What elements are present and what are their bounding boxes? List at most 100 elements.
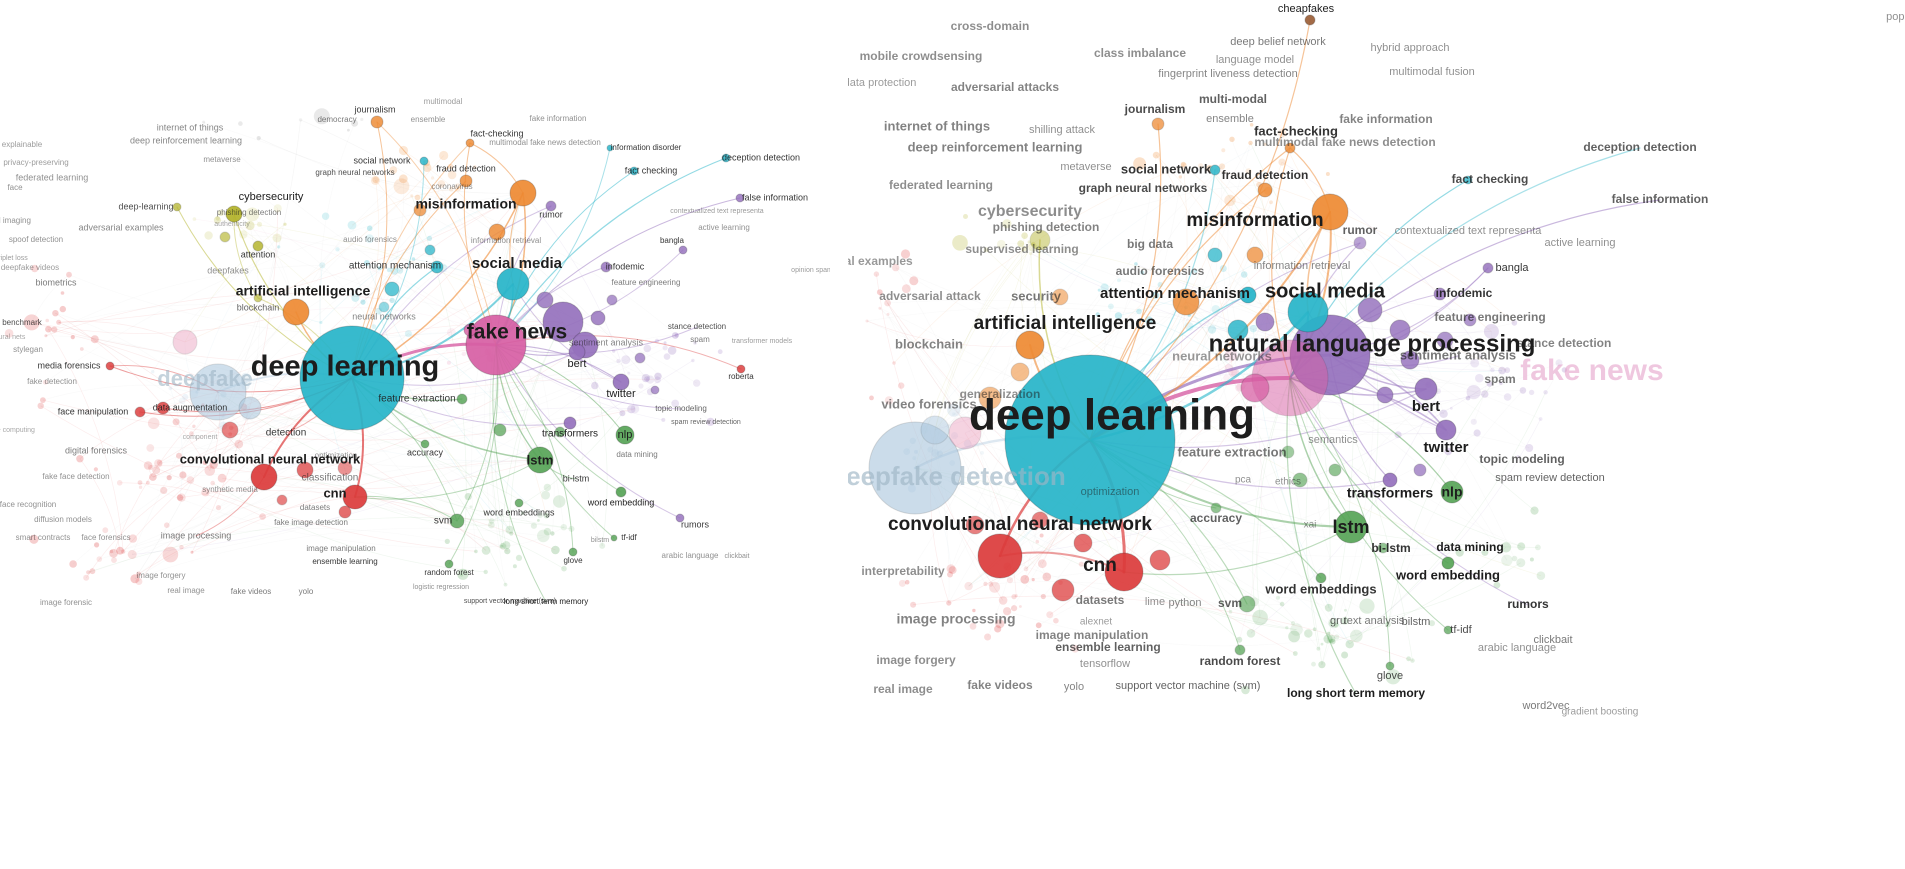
node-dot[interactable]	[493, 423, 507, 437]
node-random-forest[interactable]	[1234, 644, 1246, 656]
node-dot[interactable]	[920, 415, 950, 445]
node-social-network[interactable]	[419, 156, 429, 166]
node-classification[interactable]	[337, 460, 353, 476]
node-cybersecurity[interactable]	[1029, 229, 1051, 251]
node-dot[interactable]	[424, 244, 436, 256]
node-social-network[interactable]	[1209, 164, 1221, 176]
node-face-manipulation[interactable]	[134, 406, 146, 418]
node-journalism[interactable]	[1151, 117, 1165, 131]
network-panel-overview[interactable]: deep learning fake news social media misinf…	[0, 0, 830, 869]
node-dot[interactable]	[1376, 386, 1394, 404]
node-dot[interactable]	[1328, 463, 1342, 477]
node-dot[interactable]	[384, 281, 400, 297]
node-lstm[interactable]	[1334, 510, 1368, 544]
node-artificial-intelligence[interactable]	[1015, 330, 1045, 360]
node-artificial-intelligence[interactable]	[282, 298, 310, 326]
node-information-disorder[interactable]	[606, 144, 614, 152]
node-dot[interactable]	[1292, 472, 1308, 488]
node-dot[interactable]	[1377, 542, 1389, 554]
node-cnn[interactable]	[1104, 552, 1144, 592]
node-security[interactable]	[1051, 288, 1069, 306]
node-attention[interactable]	[252, 240, 264, 252]
node-dot[interactable]	[536, 291, 554, 309]
node-fake-news[interactable]	[465, 314, 527, 376]
node-word-embeddings[interactable]	[1315, 572, 1327, 584]
node-twitter[interactable]	[612, 373, 630, 391]
node-dot[interactable]	[238, 396, 262, 420]
node-fraud-detection[interactable]	[459, 174, 473, 188]
node-dot[interactable]	[338, 505, 352, 519]
node-random-forest[interactable]	[444, 559, 454, 569]
node-dot[interactable]	[463, 323, 477, 337]
node-accuracy[interactable]	[420, 439, 430, 449]
node-feature-extraction[interactable]	[456, 393, 468, 405]
node-dot[interactable]	[1436, 331, 1454, 349]
node-dot[interactable]	[1246, 246, 1264, 264]
node-dot[interactable]	[1031, 511, 1049, 529]
node-dot[interactable]	[554, 426, 566, 438]
node-dot[interactable]	[1400, 350, 1420, 370]
node-deepfake-detection[interactable]	[868, 421, 962, 515]
node-dot[interactable]	[276, 494, 288, 506]
node-glove[interactable]	[568, 547, 578, 557]
node-dot[interactable]	[1010, 362, 1030, 382]
node-attention-mechanism[interactable]	[430, 260, 444, 274]
node-social-media[interactable]	[496, 267, 530, 301]
node-journalism[interactable]	[370, 115, 384, 129]
node-fraud-detection[interactable]	[1257, 182, 1273, 198]
node-dot[interactable]	[1073, 533, 1093, 553]
network-panel-zoomed[interactable]: deep learning natural language processing…	[848, 0, 1905, 869]
node-convolutional-neural-network[interactable]	[977, 533, 1023, 579]
node-dot[interactable]	[1463, 313, 1477, 327]
node-blockchain[interactable]	[253, 293, 263, 303]
node-word-embedding[interactable]	[615, 486, 627, 498]
node-dot[interactable]	[296, 461, 314, 479]
node-svm[interactable]	[449, 513, 465, 529]
node-dot[interactable]	[1413, 463, 1427, 477]
node-deep-learning[interactable]	[1004, 354, 1176, 526]
node-deepfake[interactable]	[189, 363, 247, 421]
node-fact-checking[interactable]	[1284, 142, 1296, 154]
node-neural-networks[interactable]	[378, 301, 390, 313]
node-dot[interactable]	[650, 385, 660, 395]
node-fact-checking[interactable]	[1463, 175, 1473, 185]
node-dot[interactable]	[1240, 373, 1270, 403]
node-tf-idf[interactable]	[1443, 625, 1453, 635]
node-deep-learning[interactable]	[172, 202, 182, 212]
node-transformers[interactable]	[1382, 472, 1398, 488]
node-dot[interactable]	[948, 416, 982, 450]
node-bangla[interactable]	[1482, 262, 1494, 274]
node-dot[interactable]	[1227, 319, 1249, 341]
node-rumor[interactable]	[1353, 236, 1367, 250]
node-rumor[interactable]	[545, 200, 557, 212]
node-feature-extraction[interactable]	[1281, 445, 1295, 459]
node-infodemic[interactable]	[1433, 287, 1447, 301]
node-cheapfakes[interactable]	[1304, 14, 1316, 26]
node-bert[interactable]	[1414, 377, 1438, 401]
node-nlp[interactable]	[1440, 480, 1464, 504]
node-accuracy[interactable]	[1210, 502, 1222, 514]
node-lstm[interactable]	[526, 446, 554, 474]
node-dot[interactable]	[1207, 247, 1223, 263]
node-fact-checking[interactable]	[465, 138, 475, 148]
node-dot[interactable]	[413, 203, 427, 217]
node-rumors[interactable]	[675, 513, 685, 523]
node-tf-idf[interactable]	[610, 534, 618, 542]
node-word-embedding[interactable]	[1441, 556, 1455, 570]
node-dot[interactable]	[1357, 297, 1383, 323]
node-bangla[interactable]	[678, 245, 688, 255]
node-dot[interactable]	[965, 515, 985, 535]
node-dot[interactable]	[172, 329, 198, 355]
node-attention-mechanism[interactable]	[1239, 286, 1257, 304]
node-misinformation[interactable]	[509, 179, 537, 207]
node-transformers[interactable]	[563, 416, 577, 430]
node-fact-checking[interactable]	[629, 166, 639, 176]
node-dot[interactable]	[1255, 312, 1275, 332]
node-svm[interactable]	[1238, 595, 1256, 613]
node-dot[interactable]	[1172, 288, 1200, 316]
node-bert[interactable]	[568, 343, 586, 361]
node-data-augmentation[interactable]	[156, 401, 170, 415]
node-nlp[interactable]	[615, 425, 635, 445]
node-misinformation[interactable]	[1311, 193, 1349, 231]
node-cnn[interactable]	[342, 484, 368, 510]
